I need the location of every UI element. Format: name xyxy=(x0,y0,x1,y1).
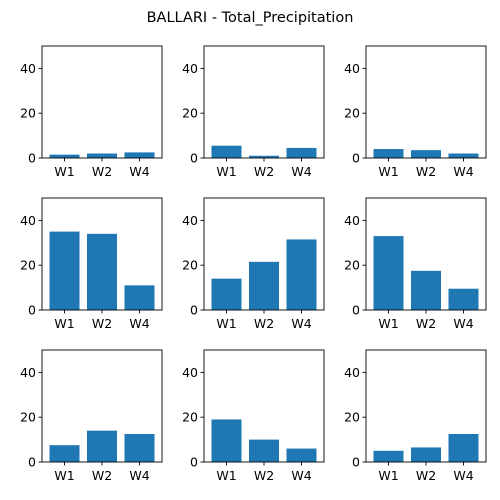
bar-w4 xyxy=(286,147,317,158)
bar-w4 xyxy=(124,434,155,462)
y-tick-label: 20 xyxy=(20,106,36,121)
bar-w1 xyxy=(49,231,80,310)
y-tick-label: 40 xyxy=(20,61,36,76)
x-tick-label: W2 xyxy=(416,468,436,483)
y-tick-label: 20 xyxy=(20,258,36,273)
x-tick-label: W4 xyxy=(129,468,149,483)
x-tick-label: W1 xyxy=(378,164,398,179)
x-tick-label: W4 xyxy=(291,164,311,179)
x-tick-label: W1 xyxy=(216,316,236,331)
bar-w4 xyxy=(286,448,317,462)
x-tick-label: W1 xyxy=(216,164,236,179)
bar-w1 xyxy=(373,236,404,310)
bar-w4 xyxy=(448,153,479,158)
x-tick-label: W2 xyxy=(254,468,274,483)
x-tick-label: W2 xyxy=(92,164,112,179)
x-tick-label: W2 xyxy=(416,316,436,331)
y-tick-label: 40 xyxy=(344,213,360,228)
subplot-9: 0 20 40 W1 W2 W4 xyxy=(344,349,487,483)
bar-w4 xyxy=(124,285,155,310)
y-tick-label: 0 xyxy=(190,455,198,470)
subplot-2: 0 20 40 W1 W2 W4 xyxy=(182,45,325,179)
bar-w2 xyxy=(87,153,117,158)
bar-w4 xyxy=(448,434,479,462)
y-tick-label: 40 xyxy=(344,365,360,380)
x-tick-label: W4 xyxy=(129,164,149,179)
y-tick-label: 0 xyxy=(28,455,36,470)
subplot-6: 0 20 40 W1 W2 W4 xyxy=(344,197,487,331)
y-tick-label: 20 xyxy=(20,410,36,425)
x-tick-label: W2 xyxy=(416,164,436,179)
y-tick-label: 20 xyxy=(182,106,198,121)
bar-w2 xyxy=(249,155,279,158)
x-tick-label: W2 xyxy=(254,164,274,179)
bar-w1 xyxy=(211,419,242,462)
y-tick-label: 0 xyxy=(190,151,198,166)
y-tick-label: 0 xyxy=(28,303,36,318)
x-tick-label: W1 xyxy=(378,468,398,483)
bar-w1 xyxy=(49,445,80,462)
y-tick-label: 0 xyxy=(190,303,198,318)
bar-w2 xyxy=(411,150,441,158)
bar-w2 xyxy=(87,430,117,462)
x-tick-label: W1 xyxy=(378,316,398,331)
bar-w1 xyxy=(373,149,404,158)
bar-w4 xyxy=(124,152,155,158)
bar-w4 xyxy=(448,288,479,310)
bar-w1 xyxy=(373,450,404,462)
bar-w2 xyxy=(411,447,441,462)
subplot-5: 0 20 40 W1 W2 W4 xyxy=(182,197,325,331)
x-tick-label: W2 xyxy=(254,316,274,331)
x-tick-label: W1 xyxy=(54,164,74,179)
subplot-8: 0 20 40 W1 W2 W4 xyxy=(182,349,325,483)
bar-w2 xyxy=(249,439,279,462)
x-tick-label: W4 xyxy=(453,468,473,483)
x-tick-label: W4 xyxy=(453,164,473,179)
y-tick-label: 40 xyxy=(182,365,198,380)
y-tick-label: 40 xyxy=(20,365,36,380)
y-tick-label: 20 xyxy=(182,258,198,273)
y-tick-label: 0 xyxy=(352,303,360,318)
y-tick-label: 20 xyxy=(344,410,360,425)
y-tick-label: 40 xyxy=(182,61,198,76)
x-tick-label: W4 xyxy=(291,316,311,331)
y-tick-label: 20 xyxy=(344,258,360,273)
y-tick-label: 40 xyxy=(182,213,198,228)
subplot-7: 0 20 40 W1 W2 W4 xyxy=(20,349,163,483)
bar-w1 xyxy=(211,278,242,310)
x-tick-label: W2 xyxy=(92,468,112,483)
y-tick-label: 40 xyxy=(344,61,360,76)
bar-w4 xyxy=(286,239,317,310)
x-tick-label: W1 xyxy=(54,468,74,483)
x-tick-label: W4 xyxy=(453,316,473,331)
x-tick-label: W4 xyxy=(129,316,149,331)
bar-w2 xyxy=(411,270,441,310)
subplot-4: 0 20 40 W1 W2 W4 xyxy=(20,197,163,331)
bar-w2 xyxy=(87,233,117,310)
x-tick-label: W4 xyxy=(291,468,311,483)
x-tick-label: W1 xyxy=(54,316,74,331)
x-tick-label: W2 xyxy=(92,316,112,331)
x-tick-label: W1 xyxy=(216,468,236,483)
y-tick-label: 40 xyxy=(20,213,36,228)
y-tick-label: 20 xyxy=(344,106,360,121)
bar-w1 xyxy=(211,145,242,158)
subplot-grid: 0 20 40 W1 W2 W4 0 20 40 W1 W2 W4 0 20 40 W1 W2 W4 0 20 40 W1… xyxy=(20,45,487,483)
y-tick-label: 0 xyxy=(28,151,36,166)
subplot-3: 0 20 40 W1 W2 W4 xyxy=(344,45,487,179)
y-tick-label: 20 xyxy=(182,410,198,425)
bar-w1 xyxy=(49,154,80,158)
y-tick-label: 0 xyxy=(352,151,360,166)
bar-w2 xyxy=(249,261,279,310)
subplot-1: 0 20 40 W1 W2 W4 xyxy=(20,45,163,179)
figure-title: BALLARI - Total_Precipitation xyxy=(147,10,354,26)
y-tick-label: 0 xyxy=(352,455,360,470)
